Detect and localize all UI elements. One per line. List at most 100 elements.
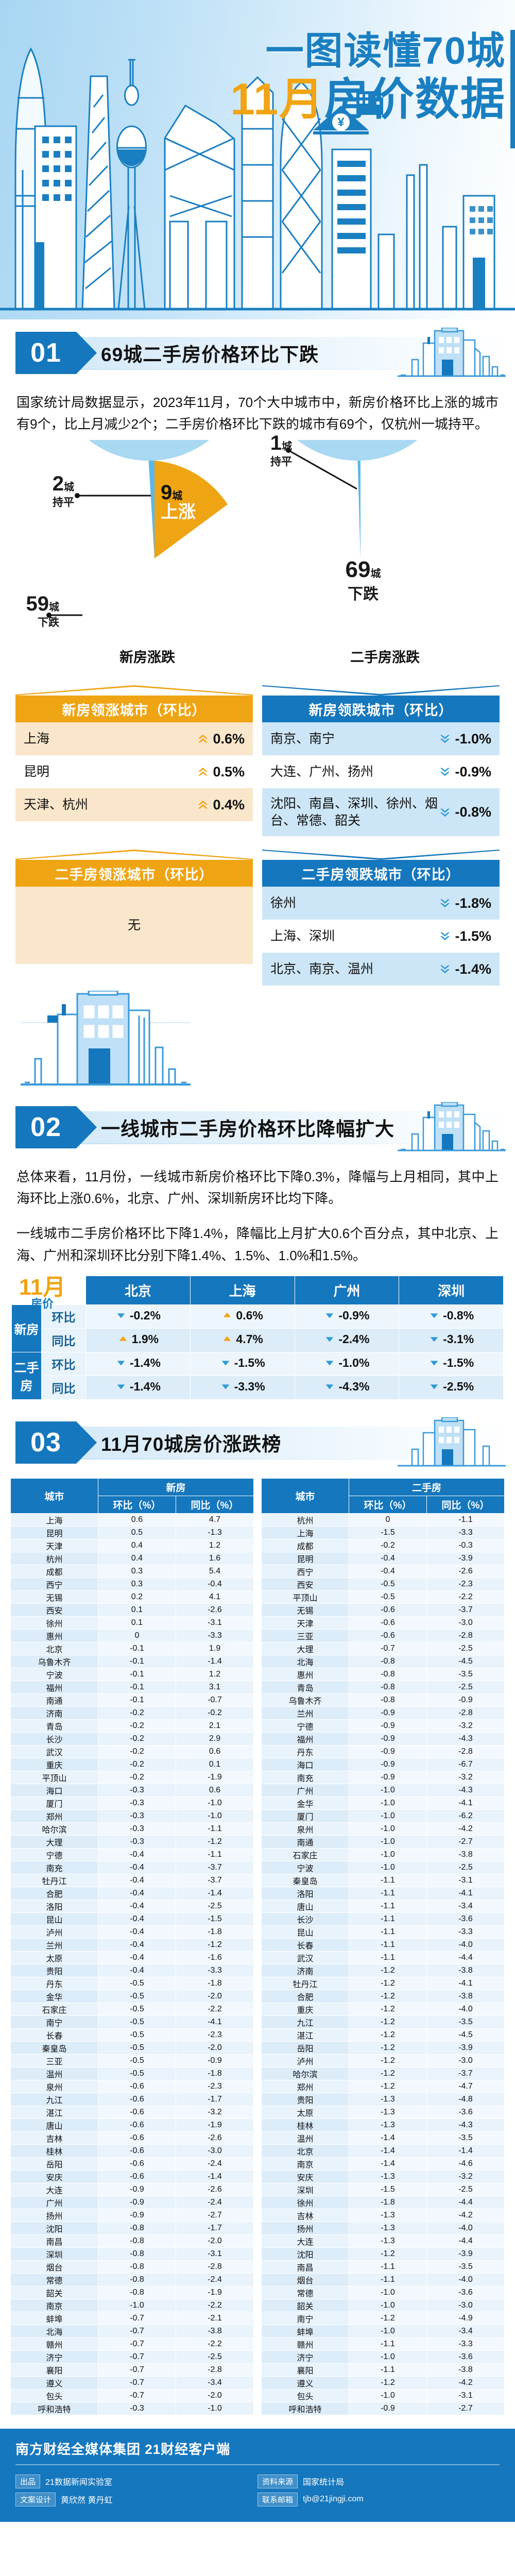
ranking-cell-city: 吉林 — [261, 2208, 349, 2222]
ranking-cell-city: 宁德 — [10, 1848, 98, 1861]
hero-title-line2: 11月房价数据 — [230, 77, 506, 122]
table-row: 平顶山 -0.5 -2.2 — [261, 1590, 505, 1604]
double-chevron-down-icon — [440, 808, 450, 817]
double-chevron-up-icon — [198, 800, 208, 809]
ranking-cell-mom: -0.3 — [97, 1822, 176, 1836]
tier1-cell: -4.3% — [294, 1375, 400, 1400]
table-row: 襄阳 -0.7 -2.8 — [10, 2363, 254, 2377]
ranking-cell-yoy: -3.5 — [426, 2015, 505, 2029]
ranking-cell-yoy: -3.0 — [175, 2144, 254, 2158]
footer-credit-value: 21数据新闻实验室 — [45, 2478, 112, 2487]
ranking-cell-city: 蚌埠 — [261, 2324, 349, 2338]
table-row: 遵义 -0.7 -3.4 — [10, 2376, 254, 2389]
ranking-cell-city: 烟台 — [10, 2260, 98, 2274]
pie-second-caption: 二手房涨跌 — [350, 650, 420, 666]
section-skyline-icon — [398, 328, 506, 377]
ranking-cell-mom: -0.2 — [97, 1706, 176, 1720]
double-chevron-down-icon — [440, 932, 450, 941]
ranking-cell-mom: -0.8 — [348, 1667, 427, 1681]
ranking-cell-mom: -0.3 — [97, 1835, 176, 1849]
ranking-cell-yoy: -4.5 — [426, 1654, 505, 1668]
ranking-cell-yoy: -4.2 — [426, 2208, 505, 2222]
ranking-cell-mom: -0.8 — [97, 2221, 176, 2235]
ranking-cell-mom: -1.2 — [348, 1976, 427, 1990]
card-second-down: 二手房领跌城市（环比） 徐州 -1.8% 上海、深圳 — [262, 850, 500, 986]
ranking-cell-mom: -0.2 — [97, 1719, 176, 1733]
ranking-cell-yoy: -3.2 — [426, 2170, 505, 2183]
footer-credit-item: 资料来源 国家统计局 — [258, 2472, 500, 2490]
section-01-number: 01 — [15, 332, 97, 374]
double-chevron-down-icon — [440, 965, 450, 974]
card-row-value: -1.0% — [439, 731, 491, 747]
ranking-cell-mom: 0 — [348, 1513, 427, 1527]
page-footer: 南方财经全媒体集团 21财经客户端 出品 21数据新闻实验室 资料来源 国家统计… — [0, 2428, 515, 2522]
table-row: 北海 -0.7 -3.8 — [10, 2324, 254, 2338]
ranking-cell-yoy: -1.0 — [175, 2401, 254, 2415]
ranking-cell-yoy: -3.8 — [175, 2324, 254, 2338]
ranking-cell-yoy: -3.7 — [175, 1860, 254, 1874]
footer-credit-item: 出品 21数据新闻实验室 — [15, 2472, 258, 2490]
table-row: 韶关 -0.8 -1.9 — [10, 2285, 254, 2299]
section-02-paragraph-1: 总体来看，11月份，一线城市新房价格环比下降0.3%，降幅与上月相同，其中上海环… — [16, 1169, 499, 1207]
ranking-cell-city: 韶关 — [261, 2298, 349, 2312]
table-row: 惠州 -0.8 -3.5 — [261, 1667, 505, 1681]
ranking-cell-yoy: -0.3 — [426, 1538, 505, 1552]
ranking-cell-mom: -1.1 — [348, 2260, 427, 2274]
table-row: 泉州 -1.0 -4.2 — [261, 1822, 505, 1836]
footer-credits: 出品 21数据新闻实验室 资料来源 国家统计局 文案设计 黄欣然 黄丹虹 联系邮… — [15, 2472, 500, 2509]
section-02-number: 02 — [15, 1106, 97, 1149]
card-row-city: 南京、南宁 — [270, 731, 335, 746]
ranking-cell-city: 烟台 — [261, 2273, 349, 2286]
card-row-city: 北京、南京、温州 — [270, 961, 374, 976]
table-row: 海口 -0.3 0.6 — [10, 1783, 254, 1797]
col-city: 城市 — [261, 1478, 349, 1514]
ranking-cell-yoy: -1.8 — [175, 1925, 254, 1939]
ranking-cell-mom: -0.6 — [97, 2144, 176, 2158]
ranking-cell-mom: -1.0 — [348, 1809, 427, 1823]
ranking-cell-mom: -1.0 — [348, 1848, 427, 1861]
table-row: 九江 -1.2 -3.5 — [261, 2015, 505, 2029]
ranking-cell-city: 徐州 — [10, 1616, 98, 1630]
table-row: 三亚 -0.6 -2.8 — [261, 1629, 505, 1642]
ranking-cell-mom: -1.1 — [348, 1873, 427, 1887]
ranking-cell-mom: -1.3 — [348, 2105, 427, 2119]
ranking-cell-city: 温州 — [261, 2131, 349, 2145]
card-row-city: 无 — [127, 918, 141, 933]
ranking-cell-mom: -0.5 — [97, 2028, 176, 2042]
ranking-cell-city: 沈阳 — [10, 2221, 98, 2235]
hero-title-line1: 一图读懂70城 — [265, 29, 506, 72]
table-row: 济宁 -1.0 -3.6 — [261, 2350, 505, 2364]
tier1-cell: 0.6% — [190, 1304, 295, 1329]
ranking-cell-yoy: -3.8 — [426, 1989, 505, 2003]
table-row: 金华 -0.5 -2.0 — [10, 1989, 254, 2003]
ranking-cell-mom: -0.6 — [348, 1603, 427, 1617]
ranking-cell-yoy: -0.7 — [175, 1693, 254, 1707]
table-row: 包头 -0.7 -2.0 — [10, 2388, 254, 2402]
ranking-cell-city: 昆明 — [261, 1551, 349, 1565]
footer-credit-key: 文案设计 — [15, 2492, 56, 2506]
ranking-cell-city: 襄阳 — [261, 2363, 349, 2377]
chevron-down-banner-icon — [262, 685, 500, 696]
ranking-cell-city: 九江 — [10, 2092, 98, 2106]
table-row: 大连 -0.9 -2.6 — [10, 2182, 254, 2196]
table-row: 昆明 0.5% — [15, 755, 253, 788]
card-row-city: 天津、杭州 — [24, 797, 89, 812]
ranking-cell-city: 深圳 — [261, 2182, 349, 2196]
table-row: 济南 -0.2 -0.2 — [10, 1706, 254, 1720]
ranking-cell-city: 太原 — [261, 2105, 349, 2119]
ranking-cell-city: 长春 — [10, 2028, 98, 2042]
ranking-cell-yoy: -4.3 — [426, 2118, 505, 2132]
footer-credit-key: 资料来源 — [258, 2474, 298, 2488]
ranking-cell-city: 兰州 — [261, 1706, 349, 1720]
table-row: 广州 -0.9 -2.4 — [10, 2195, 254, 2209]
section-skyline-icon — [398, 1417, 506, 1467]
table-row: 杭州 0.4 1.6 — [10, 1551, 254, 1565]
ranking-cell-mom: -1.1 — [348, 1951, 427, 1964]
table-row: 三亚 -0.5 -0.9 — [10, 2054, 254, 2067]
ranking-cell-yoy: -2.4 — [175, 2273, 254, 2286]
table-row: 成都 0.3 5.4 — [10, 1564, 254, 1578]
ranking-cell-city: 南通 — [261, 1835, 349, 1849]
ranking-cell-yoy: -2.2 — [426, 1590, 505, 1604]
skyline-illustration — [0, 47, 515, 311]
card-row-city: 上海 — [24, 731, 50, 746]
